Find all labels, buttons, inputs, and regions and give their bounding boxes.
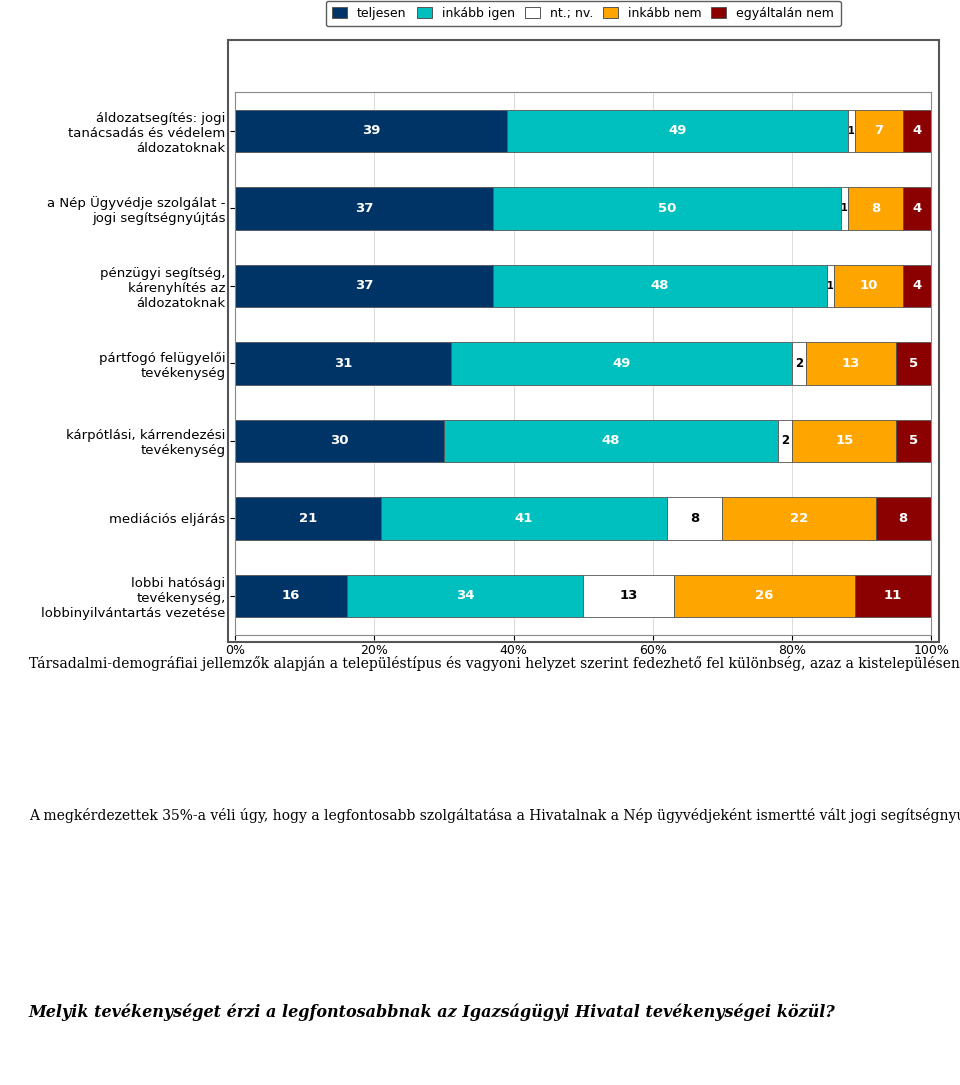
Bar (235, 110, 507, 152)
Bar (792, 342, 805, 385)
Bar (507, 110, 848, 152)
Text: 22: 22 (790, 512, 808, 525)
Text: 21: 21 (300, 512, 318, 525)
Bar (897, 420, 931, 462)
Bar (848, 187, 903, 230)
Text: 4: 4 (913, 202, 922, 215)
Bar (381, 497, 666, 539)
Bar (854, 575, 931, 617)
Text: 16: 16 (281, 589, 300, 602)
Text: 4: 4 (913, 125, 922, 138)
Bar (444, 420, 778, 462)
Text: 48: 48 (602, 434, 620, 447)
Text: 37: 37 (355, 280, 373, 293)
Text: 2: 2 (795, 357, 803, 370)
Text: 31: 31 (334, 357, 352, 370)
Bar (903, 110, 931, 152)
Bar (841, 187, 848, 230)
Bar (854, 110, 903, 152)
Bar (903, 187, 931, 230)
Bar (792, 420, 897, 462)
Text: 49: 49 (668, 125, 686, 138)
Text: 1: 1 (848, 126, 854, 136)
Bar (806, 342, 897, 385)
Bar (876, 497, 931, 539)
Bar (235, 187, 492, 230)
Bar (666, 497, 722, 539)
Bar (451, 342, 792, 385)
Bar (833, 265, 903, 307)
Text: 48: 48 (651, 280, 669, 293)
Text: 39: 39 (362, 125, 380, 138)
Text: 41: 41 (515, 512, 533, 525)
Text: Társadalmi-demográfiai jellemzők alapján a településtípus és vagyoni helyzet sze: Társadalmi-demográfiai jellemzők alapján… (29, 656, 960, 672)
Bar (235, 265, 492, 307)
Bar (722, 497, 876, 539)
Text: 1: 1 (827, 281, 833, 291)
Text: 1: 1 (841, 204, 848, 214)
Text: 30: 30 (330, 434, 348, 447)
Bar (492, 265, 827, 307)
Text: 13: 13 (842, 357, 860, 370)
Text: 26: 26 (755, 589, 774, 602)
Bar (827, 265, 833, 307)
Bar (897, 342, 931, 385)
Text: 2: 2 (781, 434, 789, 447)
Bar (903, 265, 931, 307)
Text: A megkérdezettek 35%-a véli úgy, hogy a legfontosabb szolgáltatása a Hivatalnak : A megkérdezettek 35%-a véli úgy, hogy a … (29, 808, 960, 824)
Text: 50: 50 (658, 202, 676, 215)
Text: 10: 10 (859, 280, 877, 293)
Text: 49: 49 (612, 357, 631, 370)
Bar (584, 575, 674, 617)
Bar (235, 342, 451, 385)
Text: 8: 8 (871, 202, 880, 215)
Text: Melyik tevékenységet érzi a legfontosabbnak az Igazságügyi Hivatal tevékenységei: Melyik tevékenységet érzi a legfontosabb… (29, 1004, 835, 1021)
Text: 37: 37 (355, 202, 373, 215)
Bar (778, 420, 792, 462)
Bar (235, 420, 444, 462)
Text: 13: 13 (619, 589, 637, 602)
Bar (848, 110, 854, 152)
Text: 7: 7 (875, 125, 883, 138)
Text: 34: 34 (456, 589, 474, 602)
Text: 8: 8 (899, 512, 908, 525)
Text: 15: 15 (835, 434, 853, 447)
Text: 5: 5 (909, 434, 919, 447)
Bar (674, 575, 854, 617)
Text: 8: 8 (690, 512, 699, 525)
Bar (235, 575, 347, 617)
Legend: teljesen, inkább igen, nt.; nv., inkább nem, egyáltalán nem: teljesen, inkább igen, nt.; nv., inkább … (325, 1, 841, 26)
Bar (235, 497, 381, 539)
Bar (347, 575, 584, 617)
Bar (492, 187, 841, 230)
Text: 5: 5 (909, 357, 919, 370)
Text: 4: 4 (913, 280, 922, 293)
Text: 11: 11 (884, 589, 902, 602)
